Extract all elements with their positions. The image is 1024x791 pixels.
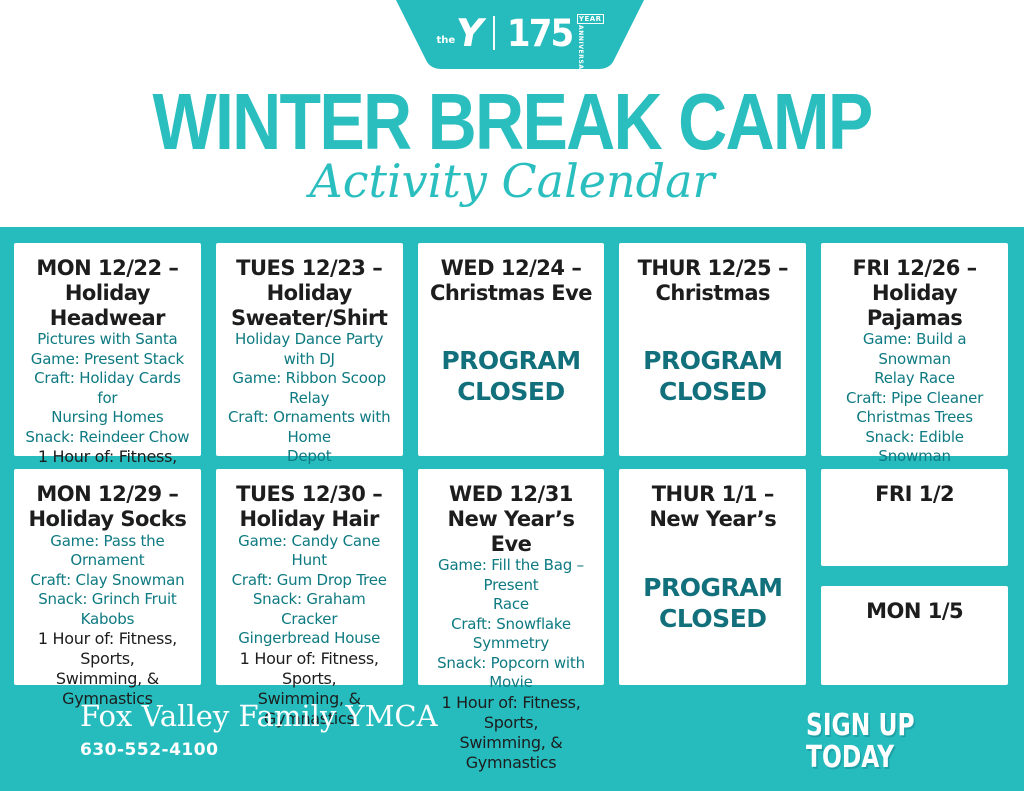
day-title: MON 1/5 (866, 599, 964, 623)
day-title: TUES 12/23 – Holiday Sweater/Shirt (230, 256, 388, 330)
program-closed-label: PROGRAM CLOSED (643, 345, 783, 406)
day-hours: 1 Hour of: Fitness, Sports, Swimming, & … (37, 629, 177, 709)
footer-contact: Fox Valley Family YMCA 630-552-4100 (80, 699, 438, 760)
program-closed-label: PROGRAM CLOSED (643, 573, 783, 634)
day-title: TUES 12/30 – Holiday Hair (236, 482, 383, 531)
day-card-tues-12-23: TUES 12/23 – Holiday Sweater/Shirt Holid… (215, 243, 403, 564)
day-title: WED 12/24 – Christmas Eve (429, 256, 593, 305)
day-card-thur-12-25: THUR 12/25 – Christmas PROGRAM CLOSED (619, 243, 807, 456)
day-title: FRI 1/2 (875, 482, 955, 506)
day-activities: Game: Fill the Bag – Present Race Craft:… (437, 556, 585, 692)
page-title: WINTER BREAK CAMP (152, 77, 873, 166)
day-card-mon-1-5: MON 1/5 (821, 586, 1008, 685)
day-activities: Game: Candy Cane Hunt Craft: Gum Drop Tr… (231, 531, 387, 648)
phone-number: 630-552-4100 (80, 739, 219, 760)
page-subtitle: Activity Calendar (309, 154, 715, 208)
day-activities: Game: Pass the Ornament Craft: Clay Snow… (30, 531, 185, 628)
calendar-grid: MON 12/22 – Holiday Headwear Pictures wi… (0, 227, 1024, 772)
day-card-wed-12-31: WED 12/31 New Year’s Eve Game: Fill the … (417, 469, 605, 772)
ymca-logo: the Y 175 YEAR ANNIVERSARY (394, 10, 646, 80)
calendar-panel: MON 12/22 – Holiday Headwear Pictures wi… (0, 227, 1024, 791)
logo-year-label: YEAR (576, 14, 604, 24)
split-column: FRI 1/2 MON 1/5 (821, 469, 1008, 685)
ymca-y-icon: Y (452, 11, 486, 55)
day-card-wed-12-24: WED 12/24 – Christmas Eve PROGRAM CLOSED (417, 243, 605, 456)
day-hours: 1 Hour of: Fitness, Sports, Swimming, & … (239, 648, 379, 728)
day-title: THUR 12/25 – Christmas (637, 256, 789, 305)
day-card-fri-1-2: FRI 1/2 (821, 469, 1008, 566)
day-title: MON 12/22 – Holiday Headwear (36, 256, 179, 330)
day-activities: Game: Build a Snowman Relay Race Craft: … (846, 330, 984, 466)
logo-the-text: the (436, 35, 456, 46)
day-activities: Pictures with Santa Game: Present Stack … (25, 330, 190, 446)
day-card-thur-1-1: THUR 1/1 – New Year’s PROGRAM CLOSED (619, 469, 807, 685)
day-title: THUR 1/1 – New Year’s (649, 482, 777, 531)
program-closed-label: PROGRAM CLOSED (441, 345, 581, 406)
day-card-tues-12-30: TUES 12/30 – Holiday Hair Game: Candy Ca… (215, 469, 403, 728)
footer: Fox Valley Family YMCA 630-552-4100 SIGN… (0, 685, 1024, 791)
day-card-mon-12-29: MON 12/29 – Holiday Socks Game: Pass the… (14, 469, 201, 708)
day-title: FRI 12/26 – Holiday Pajamas (852, 256, 978, 330)
header: the Y 175 YEAR ANNIVERSARY WINTER BREAK … (0, 0, 1024, 227)
day-title: WED 12/31 New Year’s Eve (447, 482, 575, 556)
day-card-fri-12-26: FRI 12/26 – Holiday Pajamas Game: Build … (821, 243, 1008, 546)
banner-shape (396, 0, 644, 69)
logo-divider (492, 16, 495, 50)
ymca-175-banner: the Y 175 YEAR ANNIVERSARY (394, 0, 646, 80)
logo-anniversary-block: YEAR ANNIVERSARY (576, 14, 604, 80)
day-card-mon-12-22: MON 12/22 – Holiday Headwear Pictures wi… (14, 243, 201, 526)
day-title: MON 12/29 – Holiday Socks (28, 482, 187, 531)
day-hours: 1 Hour of: Fitness, Sports, Swimming, & … (441, 692, 581, 772)
logo-anniversary-label: ANNIVERSARY (576, 25, 584, 80)
organization-name: Fox Valley Family YMCA (80, 699, 438, 733)
logo-175-number: 175 (506, 11, 574, 55)
sign-up-today-label: SIGN UP TODAY (805, 708, 915, 775)
